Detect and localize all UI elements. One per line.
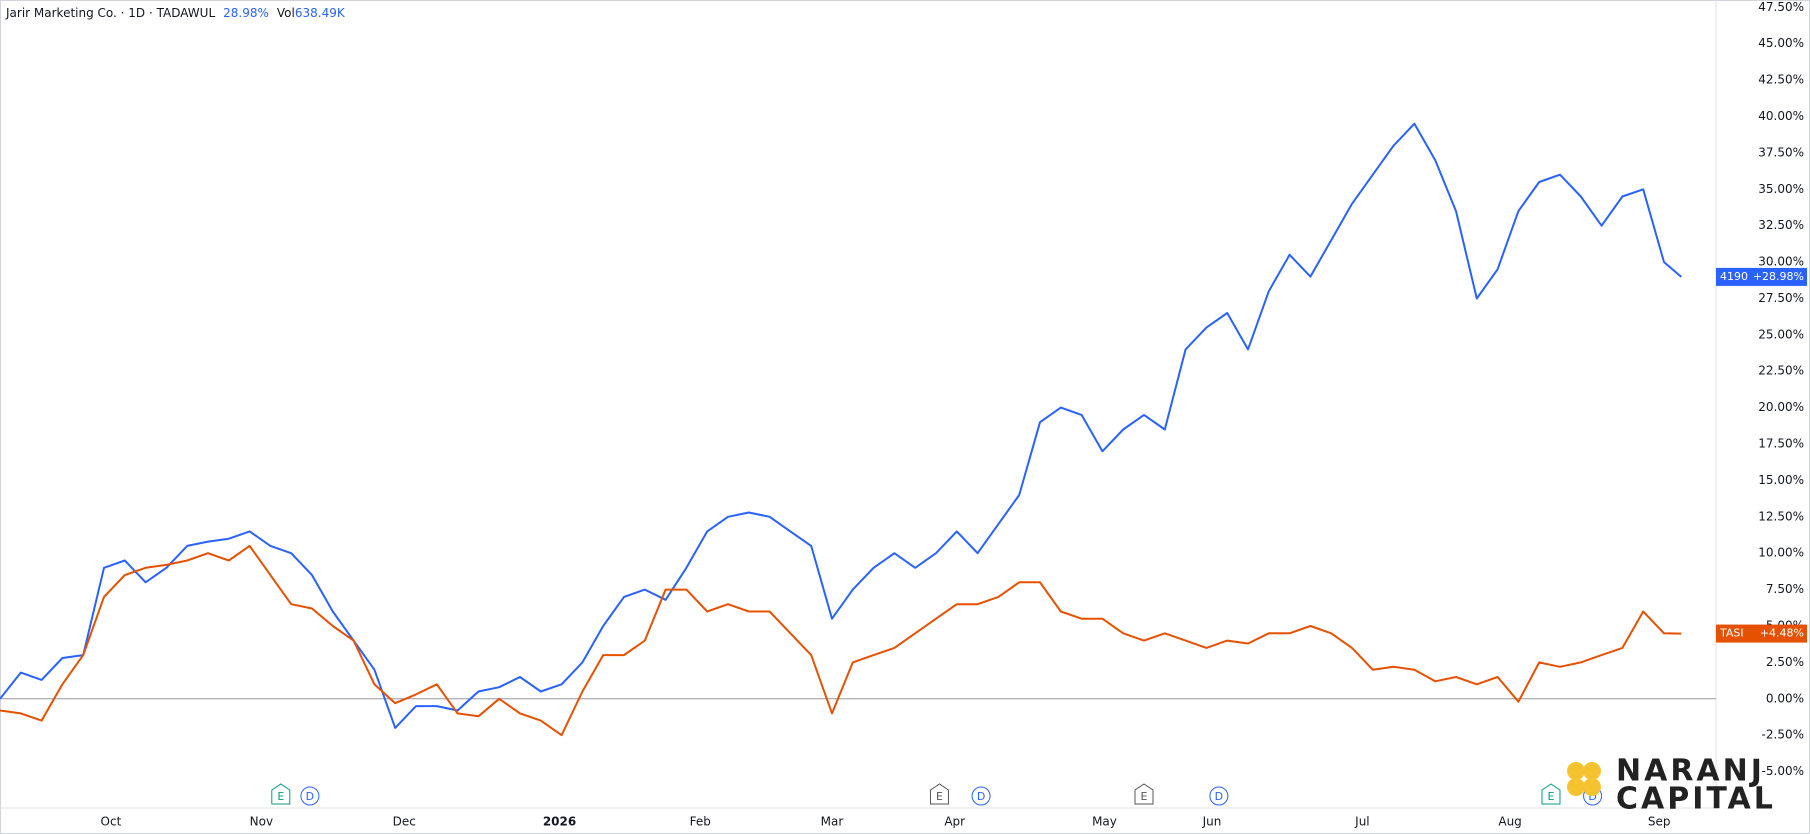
x-tick-label: 2026 — [543, 815, 576, 829]
event-marker — [929, 783, 949, 805]
logo-petal — [1583, 762, 1601, 780]
y-tick-label: 32.50% — [1758, 218, 1804, 232]
event-marker — [271, 783, 291, 805]
x-tick-label: Feb — [690, 815, 711, 829]
x-tick-label: Mar — [821, 815, 844, 829]
x-tick-label: Apr — [944, 815, 965, 829]
y-tick-label: 35.00% — [1758, 182, 1804, 196]
y-tick-label: -5.00% — [1762, 764, 1804, 778]
y-tick-label: 27.50% — [1758, 291, 1804, 305]
tag-box — [1716, 267, 1807, 286]
event-label: D — [977, 790, 985, 803]
tag-name: 4190 — [1720, 270, 1748, 283]
y-tick-label: 17.50% — [1758, 437, 1804, 451]
y-tick-label: 0.00% — [1766, 691, 1804, 705]
x-tick-label: Jun — [1202, 815, 1222, 829]
event-label: D — [306, 790, 314, 803]
y-tick-label: 7.50% — [1766, 582, 1804, 596]
symbol-title: Jarir Marketing Co. · 1D · TADAWUL — [5, 6, 215, 20]
event-marker — [971, 786, 991, 806]
series-line — [0, 122, 1682, 729]
event-label: E — [1548, 790, 1555, 803]
y-tick-label: 40.00% — [1758, 109, 1804, 123]
volume-label: Vol — [277, 6, 295, 20]
y-tick-label: 12.50% — [1758, 509, 1804, 523]
x-tick-label: Dec — [393, 815, 416, 829]
event-marker — [1209, 786, 1229, 806]
logo-petal — [1583, 778, 1601, 796]
header: Jarir Marketing Co. · 1D · TADAWUL 28.98%… — [5, 6, 346, 20]
x-tick-label: Aug — [1498, 815, 1521, 829]
logo-petal — [1567, 778, 1585, 796]
event-label: D — [1215, 790, 1223, 803]
y-tick-label: 42.50% — [1758, 73, 1804, 87]
x-tick-label: Oct — [101, 815, 122, 829]
change: 28.98% — [223, 6, 269, 20]
y-tick-label: 20.00% — [1758, 400, 1804, 414]
y-tick-label: 37.50% — [1758, 145, 1804, 159]
event-marker — [1134, 783, 1154, 805]
y-tick-label: 45.00% — [1758, 36, 1804, 50]
series-line — [0, 544, 1682, 737]
y-tick-label: 10.00% — [1758, 546, 1804, 560]
y-tick-label: 15.00% — [1758, 473, 1804, 487]
y-tick-label: -2.50% — [1762, 728, 1804, 742]
y-tick-label: 47.50% — [1758, 0, 1804, 14]
tag-name: TASI — [1719, 627, 1744, 640]
y-tick-label: 30.00% — [1758, 255, 1804, 269]
tag-box — [1716, 624, 1807, 643]
x-tick-label: May — [1092, 815, 1117, 829]
event-label: E — [936, 790, 943, 803]
event-label: E — [277, 790, 284, 803]
volume: 638.49K — [295, 6, 346, 20]
event-marker — [1541, 783, 1561, 805]
logo-line2: CAPITAL — [1616, 782, 1776, 817]
last-value-tag: TASI +4.48% — [1716, 624, 1807, 643]
x-tick-label: Nov — [250, 815, 273, 829]
event-marker — [300, 786, 320, 806]
logo: NARANJ CAPITAL — [1567, 754, 1776, 817]
y-tick-label: 22.50% — [1758, 364, 1804, 378]
x-tick-label: Sep — [1648, 815, 1671, 829]
y-tick-label: 25.00% — [1758, 327, 1804, 341]
tag-value: +28.98% — [1753, 270, 1804, 283]
event-label: D — [1588, 790, 1596, 803]
last-value-tag: 4190 +28.98% — [1716, 267, 1807, 286]
y-tick-label: 2.50% — [1766, 655, 1804, 669]
tag-value: +4.48% — [1760, 627, 1804, 640]
event-label: E — [1141, 790, 1148, 803]
logo-line1: NARANJ — [1616, 754, 1765, 789]
logo-petal — [1567, 762, 1585, 780]
x-tick-label: Jul — [1354, 815, 1369, 829]
